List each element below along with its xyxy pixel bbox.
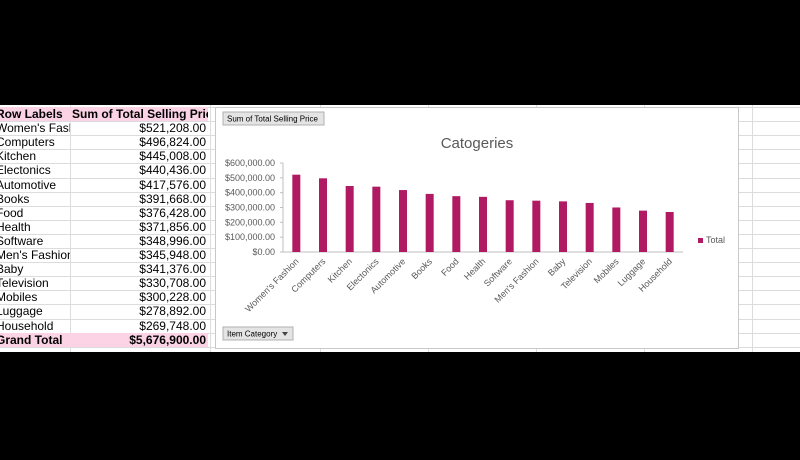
pivot-cell: $345,948.00 xyxy=(139,248,206,262)
pivot-cell: Food xyxy=(0,205,24,220)
value-field-label: Sum of Total Selling Price xyxy=(227,115,319,124)
legend-label: Total xyxy=(706,235,725,245)
y-tick-label: $600,000.00 xyxy=(225,158,275,168)
pivot-cell: Mobiles xyxy=(0,290,38,305)
x-tick-label: Baby xyxy=(546,256,568,278)
bar xyxy=(292,174,301,252)
bar xyxy=(665,211,674,252)
bar xyxy=(639,210,647,252)
y-tick-label: $0.00 xyxy=(252,247,275,257)
bar xyxy=(425,193,434,252)
bar xyxy=(559,201,567,252)
pivot-cell: $521,208.00 xyxy=(139,121,206,136)
col-gridline xyxy=(70,105,71,352)
y-tick-label: $300,000.00 xyxy=(225,203,275,213)
pivot-cell: Books xyxy=(0,191,30,206)
pivot-cell: Health xyxy=(0,219,31,234)
pivot-cell: $269,748.00 xyxy=(139,318,206,333)
pivot-cell: Luggage xyxy=(0,304,43,319)
pivot-cell: Computers xyxy=(0,135,55,150)
spreadsheet: Row Labels Sum of Total Selling Price Wome… xyxy=(0,105,800,352)
pivot-header-cell: Sum of Total Selling Price xyxy=(70,107,208,121)
bar xyxy=(345,185,354,252)
pivot-header-cell: Row Labels xyxy=(0,107,70,121)
pivot-header-cell: $5,676,900.00 xyxy=(70,332,208,347)
pivot-cell: Household xyxy=(0,318,54,333)
pivot-cell: $391,668.00 xyxy=(139,191,206,206)
chart-area: Sum of Total Selling Price Item Category… xyxy=(215,107,739,349)
pivot-cell: Kitchen xyxy=(0,149,37,164)
pivot-cell: $496,824.00 xyxy=(139,135,206,150)
bar xyxy=(399,190,407,252)
pivot-cell: Television xyxy=(0,276,49,291)
pivot-cell: $376,428.00 xyxy=(139,205,206,220)
y-tick-label: $100,000.00 xyxy=(225,232,275,242)
pivot-cell: Men's Fashion xyxy=(0,248,70,262)
pivot-cell: $417,576.00 xyxy=(139,177,206,192)
bar xyxy=(585,202,594,252)
pivot-cell: Women's Fashion xyxy=(0,121,70,136)
bar xyxy=(372,186,381,252)
pivot-cell: $445,008.00 xyxy=(139,149,206,164)
pivot-cell: Baby xyxy=(0,262,24,277)
x-tick-label: Food xyxy=(439,256,461,278)
pivot-cell: Software xyxy=(0,233,44,248)
bar xyxy=(479,196,487,252)
col-gridline xyxy=(210,105,211,352)
chart-title: Catogeries xyxy=(441,135,514,152)
value-field-button[interactable] xyxy=(222,111,325,126)
col-gridline xyxy=(752,105,753,352)
x-tick-label: Health xyxy=(462,256,487,281)
bar xyxy=(505,200,514,252)
dropdown-arrow[interactable] xyxy=(282,332,288,336)
bar xyxy=(452,196,461,252)
pivot-cell: $440,436.00 xyxy=(139,163,206,178)
axis-field-button[interactable] xyxy=(222,326,294,341)
legend-swatch xyxy=(698,238,703,243)
axis-field-label: Item Category xyxy=(227,330,277,339)
pivot-cell: $341,376.00 xyxy=(139,262,206,277)
pivot-cell: $300,228.00 xyxy=(139,290,206,305)
pivot-cell: $371,856.00 xyxy=(139,219,206,234)
y-tick-label: $200,000.00 xyxy=(225,217,275,227)
bar xyxy=(612,207,621,252)
y-tick-label: $400,000.00 xyxy=(225,188,275,198)
bar xyxy=(532,200,541,252)
chart: Sum of Total Selling Price Item Category… xyxy=(222,111,725,341)
pivot-cell: $278,892.00 xyxy=(139,304,206,319)
pivot-cell: $330,708.00 xyxy=(139,276,206,291)
y-tick-label: $500,000.00 xyxy=(225,173,275,183)
bar xyxy=(319,178,327,252)
pivot-cell: Automotive xyxy=(0,177,57,192)
x-tick-label: Books xyxy=(409,256,434,281)
pivot-header-cell: Grand Total xyxy=(0,332,70,347)
pivot-cell: Electonics xyxy=(0,163,51,178)
pivot-cell: $348,996.00 xyxy=(139,233,206,248)
